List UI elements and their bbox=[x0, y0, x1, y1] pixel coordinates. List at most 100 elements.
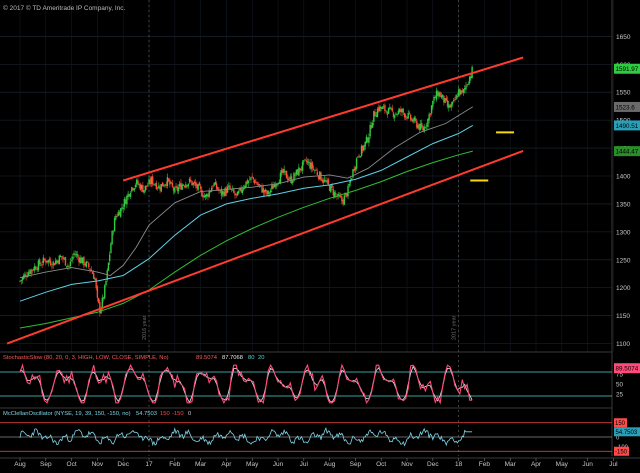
candle-up bbox=[192, 182, 194, 185]
candle-down bbox=[48, 258, 51, 262]
candle-down bbox=[384, 104, 386, 111]
x-tick-label: Jul bbox=[300, 461, 309, 468]
candle-up bbox=[295, 169, 298, 175]
candle-down bbox=[145, 185, 148, 187]
candle-down bbox=[366, 137, 369, 143]
candle-down bbox=[62, 256, 64, 260]
candle-down bbox=[299, 168, 301, 171]
candle-up bbox=[170, 182, 172, 184]
candle-down bbox=[406, 117, 408, 119]
candle-down bbox=[321, 179, 323, 182]
candle-down bbox=[171, 182, 174, 187]
candle-up bbox=[59, 255, 62, 257]
candle-up bbox=[375, 115, 377, 118]
candle-up bbox=[181, 184, 183, 190]
candle-down bbox=[272, 185, 274, 189]
candle-down bbox=[159, 187, 161, 190]
candle-down bbox=[64, 257, 67, 266]
candle-down bbox=[317, 175, 320, 179]
stoch-legend-k: 89.5074 bbox=[196, 355, 218, 361]
candle-up bbox=[448, 104, 450, 108]
candle-down bbox=[459, 88, 461, 95]
candle-up bbox=[357, 156, 359, 158]
candle-up bbox=[457, 89, 460, 97]
stochastic-lines bbox=[0, 363, 612, 405]
candle-down bbox=[437, 91, 439, 96]
candle-down bbox=[78, 257, 80, 262]
candle-up bbox=[298, 167, 300, 176]
candle-down bbox=[261, 185, 263, 193]
x-tick-label: Aug bbox=[324, 461, 336, 468]
candle-up bbox=[150, 177, 153, 185]
candle-up bbox=[117, 211, 119, 216]
candle-down bbox=[409, 114, 412, 120]
candle-up bbox=[101, 297, 104, 308]
candle-up bbox=[182, 184, 185, 186]
candle-up bbox=[129, 193, 132, 197]
candle-up bbox=[166, 176, 169, 187]
copyright-text: © 2017 © TD Ameritrade IP Company, Inc. bbox=[3, 4, 125, 12]
candle-down bbox=[61, 256, 63, 258]
candle-down bbox=[331, 184, 333, 188]
candle-up bbox=[452, 100, 455, 101]
price-tick-label: 1200 bbox=[616, 285, 631, 292]
candle-down bbox=[268, 192, 271, 194]
candle-down bbox=[282, 169, 284, 173]
price-tag-label: 1591.97 bbox=[616, 66, 639, 73]
x-tick-label: Nov bbox=[92, 461, 104, 468]
x-tick-label: Dec bbox=[427, 461, 439, 468]
candle-down bbox=[220, 188, 223, 196]
candle-down bbox=[193, 181, 196, 184]
candle-up bbox=[69, 261, 72, 266]
candle-up bbox=[164, 184, 166, 186]
candle-up bbox=[359, 156, 362, 158]
price-tag-box bbox=[614, 146, 640, 157]
candle-up bbox=[73, 253, 75, 255]
candle-up bbox=[333, 192, 336, 197]
candle-up bbox=[197, 184, 199, 190]
candle-up bbox=[269, 190, 272, 193]
candle-up bbox=[470, 76, 472, 79]
candle-down bbox=[41, 264, 43, 266]
candle-down bbox=[403, 113, 406, 118]
candle-down bbox=[217, 187, 219, 191]
candle-down bbox=[412, 119, 414, 123]
x-tick-label: Feb bbox=[479, 461, 491, 468]
candle-up bbox=[245, 181, 247, 188]
candle-up bbox=[67, 265, 69, 267]
candle-down bbox=[90, 269, 92, 272]
candle-down bbox=[202, 195, 204, 198]
candle-down bbox=[186, 185, 188, 187]
candle-up bbox=[432, 100, 434, 107]
candle-up bbox=[267, 190, 269, 195]
candle-up bbox=[222, 191, 224, 195]
candle-up bbox=[213, 183, 215, 187]
candle-up bbox=[360, 145, 363, 157]
candle-down bbox=[290, 176, 293, 184]
candle-down bbox=[380, 106, 382, 109]
candle-up bbox=[348, 184, 350, 186]
candle-up bbox=[376, 108, 379, 117]
mcc-upper-tag bbox=[614, 418, 627, 428]
candle-down bbox=[77, 254, 79, 257]
trend-channel bbox=[6, 56, 524, 345]
candle-down bbox=[449, 105, 451, 108]
price-tick-label: 1150 bbox=[616, 313, 630, 320]
candle-down bbox=[176, 186, 178, 191]
x-tick-label: May bbox=[246, 461, 259, 468]
candle-down bbox=[311, 162, 314, 169]
candle-down bbox=[53, 263, 56, 266]
candle-up bbox=[280, 170, 283, 174]
candle-up bbox=[36, 269, 38, 271]
candle-up bbox=[250, 177, 252, 180]
candle-down bbox=[461, 90, 463, 92]
candle-up bbox=[260, 185, 262, 186]
candle-up bbox=[283, 169, 285, 173]
candle-up bbox=[467, 83, 470, 85]
candle-up bbox=[65, 266, 68, 268]
candle-up bbox=[105, 280, 107, 286]
candle-up bbox=[209, 190, 212, 193]
candle-down bbox=[391, 108, 393, 112]
candle-down bbox=[38, 259, 41, 265]
candle-down bbox=[414, 118, 417, 121]
